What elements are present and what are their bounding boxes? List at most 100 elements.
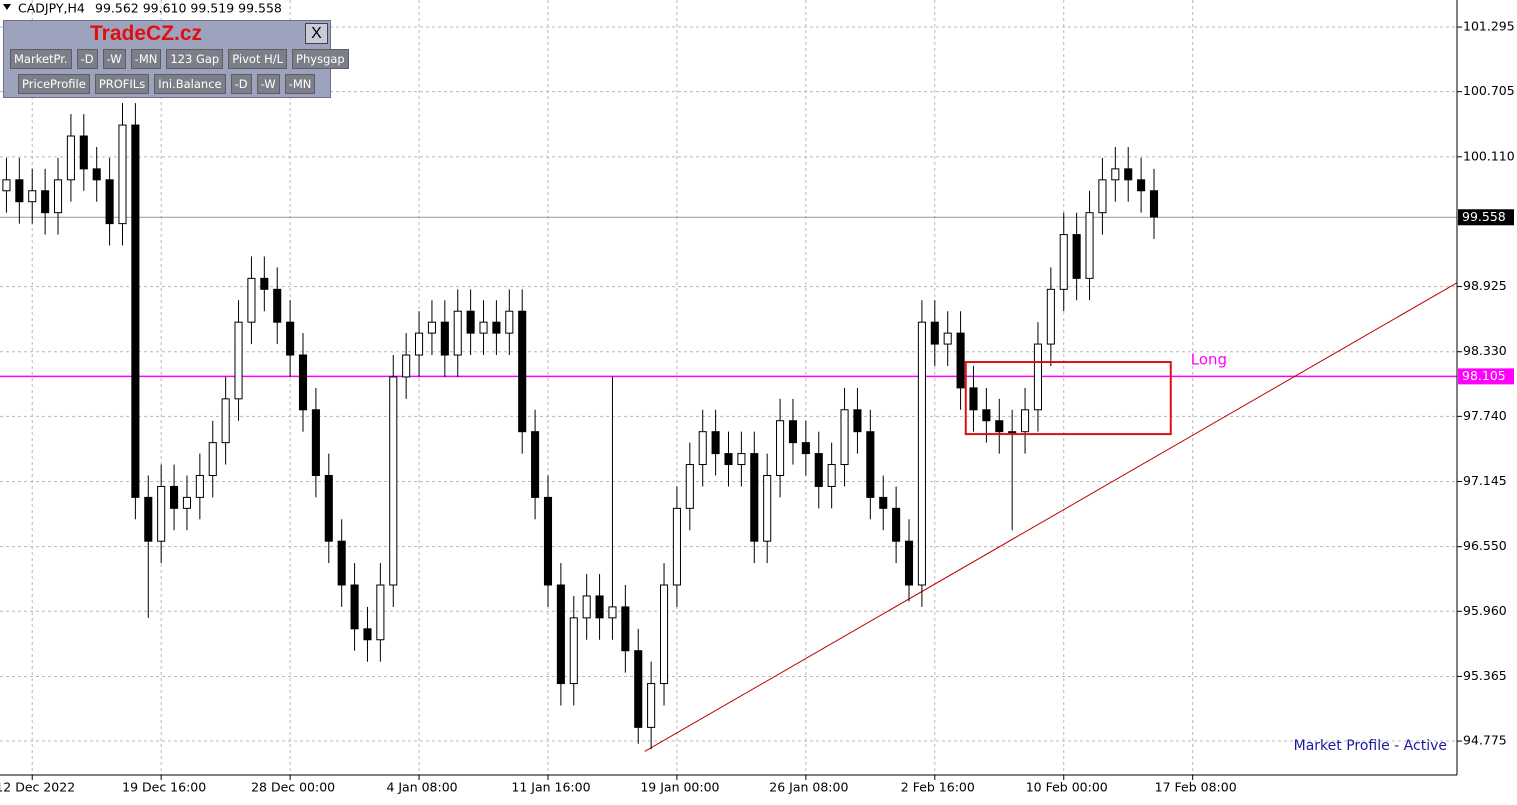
panel-button[interactable]: 123 Gap bbox=[166, 49, 224, 69]
candle-body bbox=[92, 168, 101, 181]
panel-button[interactable]: PROFILs bbox=[94, 74, 150, 94]
panel-button[interactable]: -W bbox=[256, 74, 280, 94]
y-tick-label: 98.330 bbox=[1463, 343, 1507, 358]
candle-body bbox=[531, 431, 540, 498]
candle-body bbox=[15, 179, 24, 203]
candle-body bbox=[195, 474, 204, 498]
candle-body bbox=[402, 354, 411, 378]
panel-button[interactable]: PriceProfile bbox=[18, 74, 90, 94]
candle-body bbox=[157, 485, 166, 542]
panel-button[interactable]: -MN bbox=[130, 49, 162, 69]
button-row: PriceProfile PROFILs Ini.Balance -D -W -MN bbox=[18, 74, 316, 94]
candle-body bbox=[1008, 431, 1017, 434]
candle-body bbox=[53, 179, 63, 214]
y-tick-label: 101.295 bbox=[1463, 19, 1515, 34]
chart-title: CADJPY,H4 bbox=[18, 1, 85, 16]
panel-button[interactable]: Physgap bbox=[292, 49, 349, 69]
candle-body bbox=[763, 474, 772, 542]
candle-body bbox=[776, 420, 785, 476]
candle-body bbox=[66, 135, 75, 181]
candle-body bbox=[1149, 190, 1159, 218]
candle-body bbox=[917, 321, 926, 586]
panel-button[interactable]: MarketPr. bbox=[10, 49, 72, 69]
candle-body bbox=[608, 606, 617, 619]
candle-body bbox=[389, 376, 398, 586]
x-tick-label: 12 Dec 2022 bbox=[0, 780, 75, 795]
y-tick-label: 97.740 bbox=[1463, 408, 1507, 423]
candle-body bbox=[144, 496, 153, 542]
last-price-label: 99.558 bbox=[1462, 209, 1506, 224]
candle-body bbox=[298, 354, 308, 411]
candle-body bbox=[41, 190, 50, 214]
candle-body bbox=[698, 431, 707, 466]
x-tick-label: 17 Feb 08:00 bbox=[1155, 780, 1237, 795]
candle-body bbox=[647, 683, 656, 728]
candle-body bbox=[879, 496, 888, 509]
menu-arrow bbox=[3, 4, 11, 10]
status-text: Market Profile - Active bbox=[1294, 738, 1447, 754]
candle-body bbox=[1072, 234, 1081, 279]
candle-body bbox=[1111, 168, 1120, 181]
candle-body bbox=[453, 310, 462, 356]
panel-button[interactable]: -D bbox=[230, 74, 252, 94]
candle-body bbox=[556, 584, 565, 685]
candle-body bbox=[273, 288, 282, 323]
panel-button[interactable]: Ini.Balance bbox=[154, 74, 226, 94]
candle-body bbox=[311, 409, 320, 476]
quote: 99.562 99.610 99.519 99.558 bbox=[95, 1, 282, 16]
candle-body bbox=[1046, 288, 1055, 345]
candle-body bbox=[801, 442, 810, 455]
panel-button[interactable]: -MN bbox=[284, 74, 316, 94]
candle-body bbox=[466, 310, 475, 334]
candle-body bbox=[208, 442, 217, 476]
candle-body bbox=[1021, 409, 1030, 433]
candle-body bbox=[505, 310, 514, 334]
y-tick-label: 98.925 bbox=[1463, 278, 1507, 293]
candle-body bbox=[415, 332, 424, 356]
candle-body bbox=[814, 453, 823, 487]
candle-body bbox=[582, 595, 591, 619]
x-tick-label: 2 Feb 16:00 bbox=[901, 780, 975, 795]
candle-body bbox=[221, 398, 230, 444]
candle-body bbox=[943, 332, 952, 345]
panel-button[interactable]: -D bbox=[76, 49, 98, 69]
y-tick-label: 97.145 bbox=[1463, 473, 1507, 488]
candle-body bbox=[1085, 212, 1094, 279]
long-zone bbox=[964, 361, 1172, 436]
candle-body bbox=[260, 277, 269, 290]
y-tick-label: 94.775 bbox=[1463, 733, 1507, 748]
candle-body bbox=[840, 409, 849, 466]
trendline bbox=[644, 282, 1457, 752]
candle-body bbox=[969, 387, 978, 411]
candle-body bbox=[866, 431, 875, 498]
x-tick-label: 4 Jan 08:00 bbox=[386, 780, 457, 795]
x-tick-label: 28 Dec 00:00 bbox=[251, 780, 335, 795]
zone-label: Long bbox=[1191, 351, 1227, 369]
x-tick-label: 10 Feb 00:00 bbox=[1026, 780, 1108, 795]
grid bbox=[0, 0, 1457, 775]
candle-body bbox=[247, 277, 256, 323]
panel-button[interactable]: Pivot H/L bbox=[228, 49, 288, 69]
candle-body bbox=[376, 584, 385, 641]
candle-body bbox=[479, 321, 488, 334]
y-tick-label: 95.365 bbox=[1463, 668, 1507, 683]
panel-button[interactable]: -W bbox=[102, 49, 126, 69]
close-button[interactable]: X bbox=[305, 23, 328, 44]
y-tick-label: 96.550 bbox=[1463, 538, 1507, 553]
candle-body bbox=[569, 617, 578, 685]
candle-body bbox=[543, 496, 553, 586]
candle-body bbox=[659, 584, 669, 685]
candle-body bbox=[337, 540, 346, 586]
candle-body bbox=[685, 464, 694, 509]
candle-body bbox=[286, 321, 295, 356]
x-tick-label: 11 Jan 16:00 bbox=[511, 780, 590, 795]
candle-body bbox=[904, 540, 914, 586]
candle-body bbox=[1137, 179, 1146, 192]
candle-body bbox=[427, 321, 436, 334]
level-label-bg bbox=[1458, 368, 1514, 385]
candle-body bbox=[324, 474, 333, 542]
candle-body bbox=[131, 124, 140, 498]
candle-body bbox=[350, 584, 359, 630]
axes: 101.295 100.705 100.110 98.925 98.330 97.740 9… bbox=[0, 19, 1515, 795]
